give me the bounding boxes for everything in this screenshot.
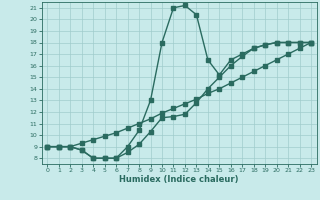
- X-axis label: Humidex (Indice chaleur): Humidex (Indice chaleur): [119, 175, 239, 184]
